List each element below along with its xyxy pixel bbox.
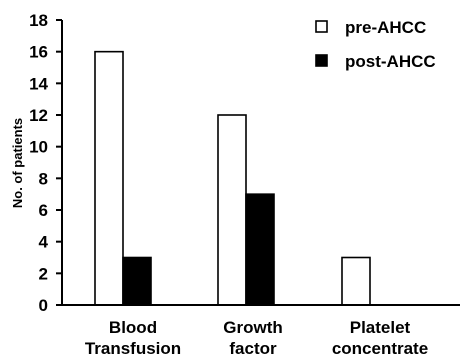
legend-swatch-post-ahcc <box>315 54 328 67</box>
y-tick-label: 0 <box>39 296 48 315</box>
bar-pre-ahcc-0 <box>94 50 124 306</box>
bar-post-ahcc-1 <box>245 193 275 306</box>
category-label: Platelet <box>350 318 411 337</box>
y-axis-title: No. of patients <box>10 118 25 208</box>
category-label: Growth <box>223 318 283 337</box>
bar-pre-ahcc-2 <box>341 256 371 306</box>
bars-layer <box>94 50 371 306</box>
x-labels-layer: Blood Transfusion Growth factor Platelet conc… <box>85 318 428 358</box>
y-tick-label: 12 <box>29 106 48 125</box>
y-tick-label: 8 <box>39 169 48 188</box>
y-tick-label: 18 <box>29 11 48 30</box>
category-label: Transfusion <box>85 339 181 358</box>
category-label: Blood <box>109 318 157 337</box>
y-tick-label: 10 <box>29 138 48 157</box>
y-tick-label: 2 <box>39 264 48 283</box>
legend: pre-AHCC post-AHCC <box>315 18 436 71</box>
legend-swatch-pre-ahcc <box>315 20 328 33</box>
y-tick-label: 14 <box>29 74 48 93</box>
y-tick-label: 16 <box>29 43 48 62</box>
category-label: factor <box>229 339 277 358</box>
category-label: concentrate <box>332 339 428 358</box>
y-ticks-layer: 0 2 4 6 8 10 12 14 16 18 <box>29 11 62 315</box>
y-tick-label: 4 <box>39 233 49 252</box>
y-tick-label: 6 <box>39 201 48 220</box>
legend-label-post-ahcc: post-AHCC <box>345 52 436 71</box>
bar-post-ahcc-0 <box>122 256 152 306</box>
legend-label-pre-ahcc: pre-AHCC <box>345 18 426 37</box>
bar-pre-ahcc-1 <box>217 114 247 306</box>
